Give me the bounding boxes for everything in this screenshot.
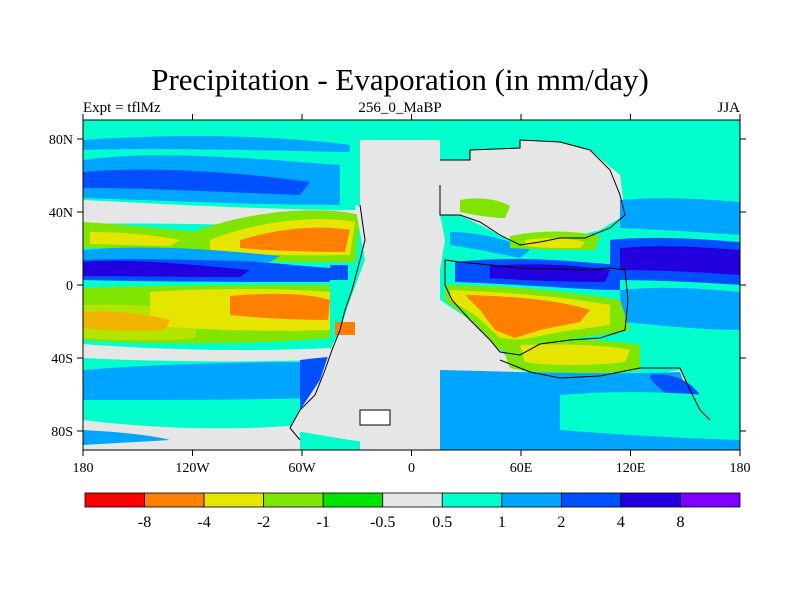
colorbar-label: -1: [317, 514, 330, 531]
field-spac-yellow-west: [83, 304, 200, 341]
longitude-ticks: 180 120W 60W 0 60E 120E 180: [73, 114, 751, 476]
lon-tick-label: 120E: [616, 461, 646, 476]
coastline-island: [359, 409, 391, 426]
colorbar-box: [560, 492, 622, 508]
field-east-core: [620, 246, 740, 275]
coastline-tethys: [444, 259, 629, 356]
experiment-label: Expt = tflMz: [83, 100, 161, 116]
field-arctic-band: [83, 136, 350, 152]
field-layer: [83, 120, 740, 450]
colorbar-label: 4: [617, 514, 625, 531]
land-ne-yellow: [525, 237, 585, 248]
season-label: JJA: [717, 100, 740, 116]
colorbar-box: [263, 492, 324, 508]
field-tethys-core: [490, 264, 610, 282]
land-dry-orange: [465, 295, 590, 338]
colorbar-label: 0.5: [432, 514, 452, 531]
lon-tick-label: 180: [73, 461, 94, 476]
lat-tick-label: 40S: [51, 352, 73, 367]
colorbar-label: 2: [557, 514, 565, 531]
field-spac-orange: [230, 293, 330, 320]
colorbar-box: [680, 492, 741, 508]
field-north-pacific-core: [83, 169, 310, 195]
colorbar-label: 8: [676, 514, 684, 531]
field-antarctic-grey-w: [83, 420, 300, 450]
field-east-south: [620, 287, 740, 330]
field-coastal-orange: [335, 322, 355, 335]
lat-tick-label: 80S: [51, 425, 73, 440]
colorbar-label: -4: [197, 514, 210, 531]
colorbar-box: [501, 492, 562, 508]
lon-tick-label: 60E: [510, 461, 533, 476]
field-south-east-core: [650, 374, 700, 400]
field-itcz-core: [83, 260, 250, 277]
lon-tick-label: 0: [408, 461, 415, 476]
field-coastal-blue: [330, 265, 348, 280]
coastline-north: [439, 139, 626, 246]
latitude-ticks: 80N 40N 0 40S 80S: [49, 133, 746, 440]
lon-tick-label: 180: [730, 461, 751, 476]
lat-tick-label: 80N: [49, 133, 73, 148]
field-east-north: [620, 198, 740, 235]
colorbar-box: [203, 492, 265, 508]
colorbar-label: -8: [138, 514, 151, 531]
colorbar-label: -0.5: [370, 514, 395, 531]
colorbar-box: [144, 492, 205, 508]
colorbar-box: [620, 492, 681, 508]
coastline-west: [289, 204, 366, 441]
colorbar-box: [84, 492, 145, 508]
lon-tick-label: 60W: [288, 461, 316, 476]
colorbar-label: 1: [498, 514, 506, 531]
land-ne-green: [460, 198, 510, 218]
lat-tick-label: 40N: [49, 206, 73, 221]
colorbar-box: [322, 492, 384, 508]
lon-tick-label: 120W: [175, 461, 210, 476]
colorbar-box: [441, 492, 503, 508]
field-itcz-edge: [83, 247, 280, 262]
coastline-south: [499, 359, 711, 421]
field-yellow-n-west: [90, 232, 180, 246]
lat-tick-label: 0: [66, 279, 73, 294]
land-antarctic-box: [360, 410, 390, 425]
field-north-margin: [450, 232, 530, 258]
coastline: [289, 139, 711, 441]
colorbar-label: -2: [257, 514, 270, 531]
period-label: 256_0_MaBP: [358, 100, 442, 116]
field-subtropic-grey-s: [83, 344, 330, 362]
land-south-yellow: [520, 344, 630, 365]
field-south-east-cyan: [560, 392, 740, 440]
map-title: Precipitation - Evaporation (in mm/day): [151, 62, 649, 97]
colorbar-box: [382, 492, 443, 508]
colorbar: -8 -4 -2 -1 -0.5 0.5 1 2 4 8: [84, 492, 741, 531]
field-antarctic-blue-w: [83, 430, 170, 445]
field-npac-orange: [240, 227, 350, 252]
